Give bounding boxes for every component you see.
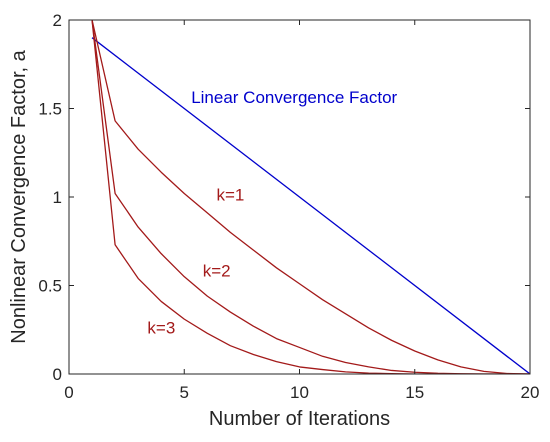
- y-tick-label: 0: [53, 365, 62, 384]
- y-tick-label: 1: [53, 188, 62, 207]
- x-tick-label: 0: [64, 383, 73, 402]
- series-line-k-1: [91, 20, 530, 374]
- annotation-layer: Linear Convergence Factor k=1 k=2 k=3: [147, 88, 397, 337]
- y-tick-label: 2: [53, 11, 62, 30]
- series-line-linear-convergence-factor: [91, 37, 530, 374]
- y-tick-label: 0.5: [38, 277, 62, 296]
- annotation-k-2: k=2: [203, 262, 231, 281]
- x-tick-label: 15: [405, 383, 424, 402]
- annotation-linear-convergence-factor: Linear Convergence Factor: [191, 88, 397, 107]
- axis-layer: 0 5 10 15 20 0 0.5 1 1.5 2: [38, 11, 539, 402]
- annotation-k-3: k=3: [147, 318, 175, 337]
- x-axis-label: Number of Iterations: [209, 408, 390, 430]
- annotation-k-1: k=1: [217, 186, 245, 205]
- x-tick-label: 20: [521, 383, 540, 402]
- y-tick-label: 1.5: [38, 100, 62, 119]
- x-tick-label: 5: [180, 383, 189, 402]
- series-line-k-3: [91, 20, 530, 374]
- x-tick-label: 10: [290, 383, 309, 402]
- y-axis-label: Nonlinear Convergence Factor, a: [8, 49, 30, 343]
- plot-frame: [68, 19, 531, 375]
